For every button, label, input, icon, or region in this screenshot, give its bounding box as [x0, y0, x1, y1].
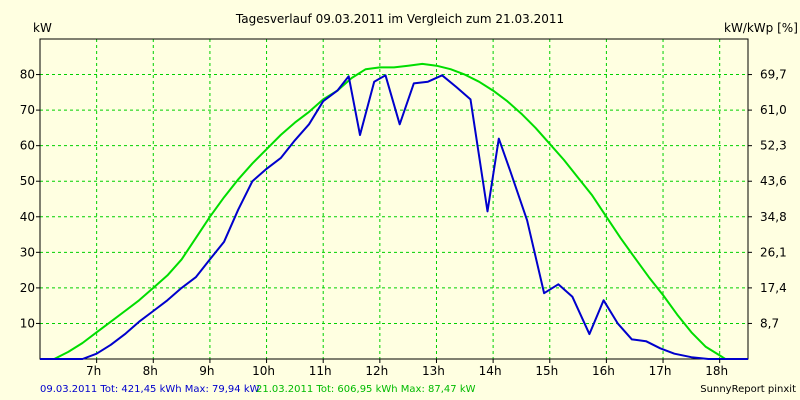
- y-left-tick-label: 20: [20, 281, 35, 295]
- plot-area-frame: [39, 38, 749, 360]
- y-left-tick-label: 50: [20, 174, 35, 188]
- y-left-tick-label: 80: [20, 68, 35, 82]
- x-tick-label: 13h: [422, 364, 445, 378]
- y-right-tick-label: 17,4: [760, 281, 787, 295]
- x-tick-label: 9h: [199, 364, 214, 378]
- series-line-09-03-2011: [40, 74, 748, 360]
- y-right-tick-label: 26,1: [760, 245, 787, 259]
- y-right-tick-label: 43,6: [760, 174, 787, 188]
- x-tick-label: 7h: [86, 364, 101, 378]
- y-axis-right-label: kW/kWp [%]: [724, 21, 798, 35]
- y-right-tick-label: 34,8: [760, 210, 787, 224]
- y-left-tick-label: 40: [20, 210, 35, 224]
- x-tick-label: 12h: [365, 364, 388, 378]
- y-right-tick-label: 8,7: [760, 316, 779, 330]
- legend-series1-summary: 09.03.2011 Tot: 421,45 kWh Max: 79,94 kW: [40, 384, 260, 395]
- x-tick-label: 10h: [252, 364, 275, 378]
- credit-text: SunnyReport pinxit: [700, 384, 796, 395]
- chart-title: Tagesverlauf 09.03.2011 im Vergleich zum…: [235, 12, 564, 26]
- y-right-tick-label: 52,3: [760, 139, 787, 153]
- y-left-tick-label: 30: [20, 245, 35, 259]
- x-tick-label: 16h: [592, 364, 615, 378]
- y-right-tick-label: 69,7: [760, 68, 787, 82]
- legend-series2-summary: 21.03.2011 Tot: 606,95 kWh Max: 87,47 kW: [256, 384, 476, 395]
- x-tick-label: 8h: [143, 364, 158, 378]
- x-tick-label: 14h: [479, 364, 502, 378]
- y-right-tick-label: 61,0: [760, 103, 787, 117]
- x-tick-label: 18h: [705, 364, 728, 378]
- x-tick-label: 11h: [309, 364, 332, 378]
- y-left-tick-label: 60: [20, 139, 35, 153]
- x-tick-label: 17h: [649, 364, 672, 378]
- y-left-tick-label: 10: [20, 316, 35, 330]
- y-axis-left-label: kW: [33, 21, 52, 35]
- x-tick-label: 15h: [535, 364, 558, 378]
- y-left-tick-label: 70: [20, 103, 35, 117]
- series-line-21-03-2011: [40, 62, 748, 360]
